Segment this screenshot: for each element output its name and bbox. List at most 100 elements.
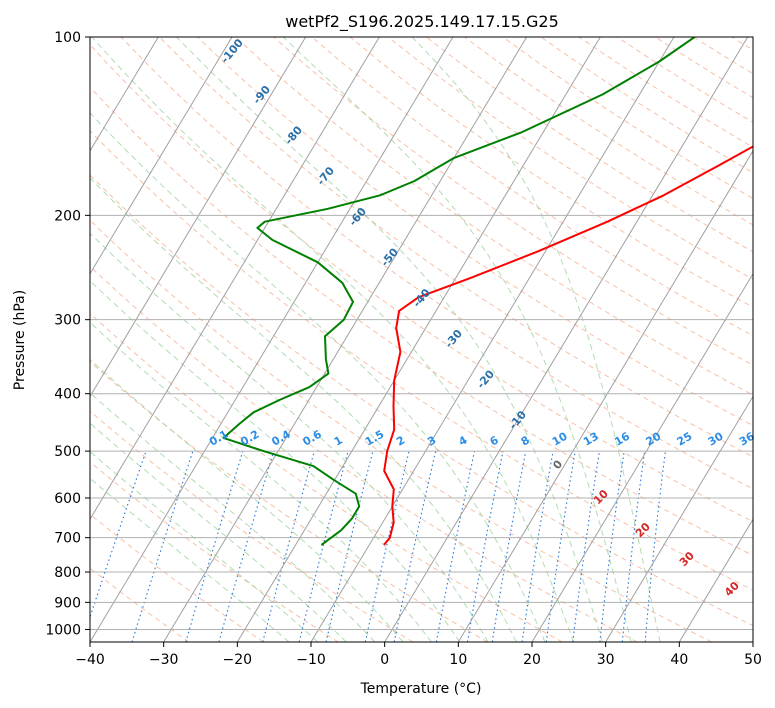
isotherm-line (90, 37, 380, 521)
moist-adiabat-line (90, 232, 489, 642)
isotherm-line (0, 37, 11, 642)
dry-adiabat-line (90, 513, 264, 642)
plot-frame (89, 36, 754, 643)
x-tick-label: 10 (449, 652, 467, 668)
dry-adiabat-line (197, 37, 753, 427)
isotherm-line (90, 37, 454, 642)
moist-adiabat-label: -50 (378, 245, 401, 269)
y-tick-label: 600 (54, 491, 81, 507)
y-tick-label: 500 (54, 444, 81, 460)
mixing-ratio-line (599, 451, 625, 642)
mixing-ratio-line (521, 451, 554, 642)
x-tick-label: −40 (75, 652, 105, 668)
moist-adiabat-line (90, 112, 546, 642)
moist-adiabat-label: 0 (550, 457, 565, 471)
isotherm-line (457, 149, 753, 642)
moist-adiabat-label: -90 (250, 83, 273, 107)
y-tick-label: 100 (54, 30, 81, 46)
y-tick-label: 800 (54, 565, 81, 581)
moist-adiabat-line (90, 358, 404, 642)
isotherm-line (236, 37, 601, 642)
moist-adiabat-label: -40 (410, 286, 433, 310)
mixing-ratio-line (435, 450, 476, 642)
temperature-profile-line (383, 145, 753, 546)
mixing-ratio-line (218, 450, 275, 642)
mixing-ratio-line (466, 450, 504, 642)
x-axis-label: Temperature (°C) (360, 681, 482, 697)
isotherm-line (752, 641, 753, 642)
dry-adiabat-line (349, 37, 753, 308)
dry-adiabat-line (90, 174, 753, 627)
dry-adiabat-line (90, 360, 488, 642)
y-axis: 100 200 300 400 500 600 700 800 900 1000 (45, 30, 90, 638)
mixing-ratio-label: 1 (332, 434, 345, 449)
background-lines (90, 37, 753, 642)
isotherm-line (90, 37, 159, 152)
moist-adiabat-line (90, 280, 461, 642)
moist-adiabat-label: -100 (218, 36, 246, 66)
y-tick-label: 200 (54, 208, 81, 224)
mixing-ratio-line (364, 450, 410, 642)
dry-adiabat-line (540, 37, 753, 174)
isotherm-line (678, 518, 753, 642)
dry-adiabat-line (90, 461, 339, 642)
mixing-ratio-label: 0.2 (238, 428, 261, 449)
dry-adiabat-line (426, 37, 753, 253)
x-tick-label: 50 (744, 652, 762, 668)
x-tick-label: 30 (597, 652, 615, 668)
mixing-ratio-line (131, 450, 194, 642)
moist-adiabat-line (282, 37, 632, 642)
y-tick-label: 700 (54, 531, 81, 547)
y-tick-label: 1000 (45, 622, 81, 638)
x-axis: −40 −30 −20 −10 0 10 20 30 40 50 (75, 642, 762, 668)
moist-adiabat-label: -80 (282, 123, 305, 147)
mixing-ratio-line (262, 450, 315, 642)
isotherm-line (163, 37, 528, 642)
moist-adiabat-line (90, 450, 319, 642)
y-tick-label: 300 (54, 313, 81, 329)
isotherm-line (90, 37, 233, 275)
mixing-ratio-line (393, 450, 437, 642)
y-tick-label: 400 (54, 387, 81, 403)
mixing-ratio-label: 10 (550, 430, 570, 449)
mixing-ratio-label: 0.1 (207, 428, 230, 449)
dry-adiabat-line (90, 312, 563, 642)
mixing-ratio-line (90, 450, 147, 619)
x-tick-label: −10 (296, 652, 326, 668)
mixing-ratio-line (545, 451, 576, 642)
x-tick-label: 20 (523, 652, 541, 668)
mixing-ratio-label: 6 (488, 433, 501, 448)
mixing-ratio-label: 16 (612, 430, 632, 449)
moist-adiabat-line (411, 37, 661, 642)
x-tick-label: −30 (149, 652, 179, 668)
mixing-ratio-label: 25 (675, 430, 695, 449)
isotherm-line (90, 37, 307, 398)
mixing-ratio-line (621, 451, 646, 642)
dry-adiabat-line (273, 37, 753, 366)
dry-adiabat-label: 40 (722, 579, 742, 599)
mixing-ratio-line (644, 451, 666, 642)
dry-adiabat-line (158, 37, 753, 458)
mixing-ratio-label: 4 (456, 433, 469, 448)
isotherm-line (310, 37, 675, 642)
x-tick-label: −20 (223, 652, 253, 668)
dry-adiabat-label: 30 (677, 549, 697, 569)
isotherm-line (531, 272, 753, 642)
moist-adiabat-line (90, 177, 517, 642)
x-tick-label: 0 (380, 652, 389, 668)
moist-adiabat-line (90, 477, 290, 642)
mixing-ratio-label: 0.6 (301, 427, 325, 448)
mixing-ratio-line (298, 450, 349, 642)
dry-adiabat-line (655, 37, 753, 99)
isotherm-line (605, 395, 753, 642)
dewpoint-profile-line (222, 37, 696, 546)
mixing-ratio-line (572, 451, 601, 642)
dry-adiabat-line (90, 130, 753, 591)
mixing-ratio-line (185, 450, 244, 642)
moist-adiabat-label: -30 (442, 327, 465, 351)
dry-adiabat-line (311, 37, 753, 337)
grid-lines (0, 37, 753, 642)
moist-adiabat-label: -10 (506, 408, 529, 432)
sounding-series (222, 37, 753, 546)
